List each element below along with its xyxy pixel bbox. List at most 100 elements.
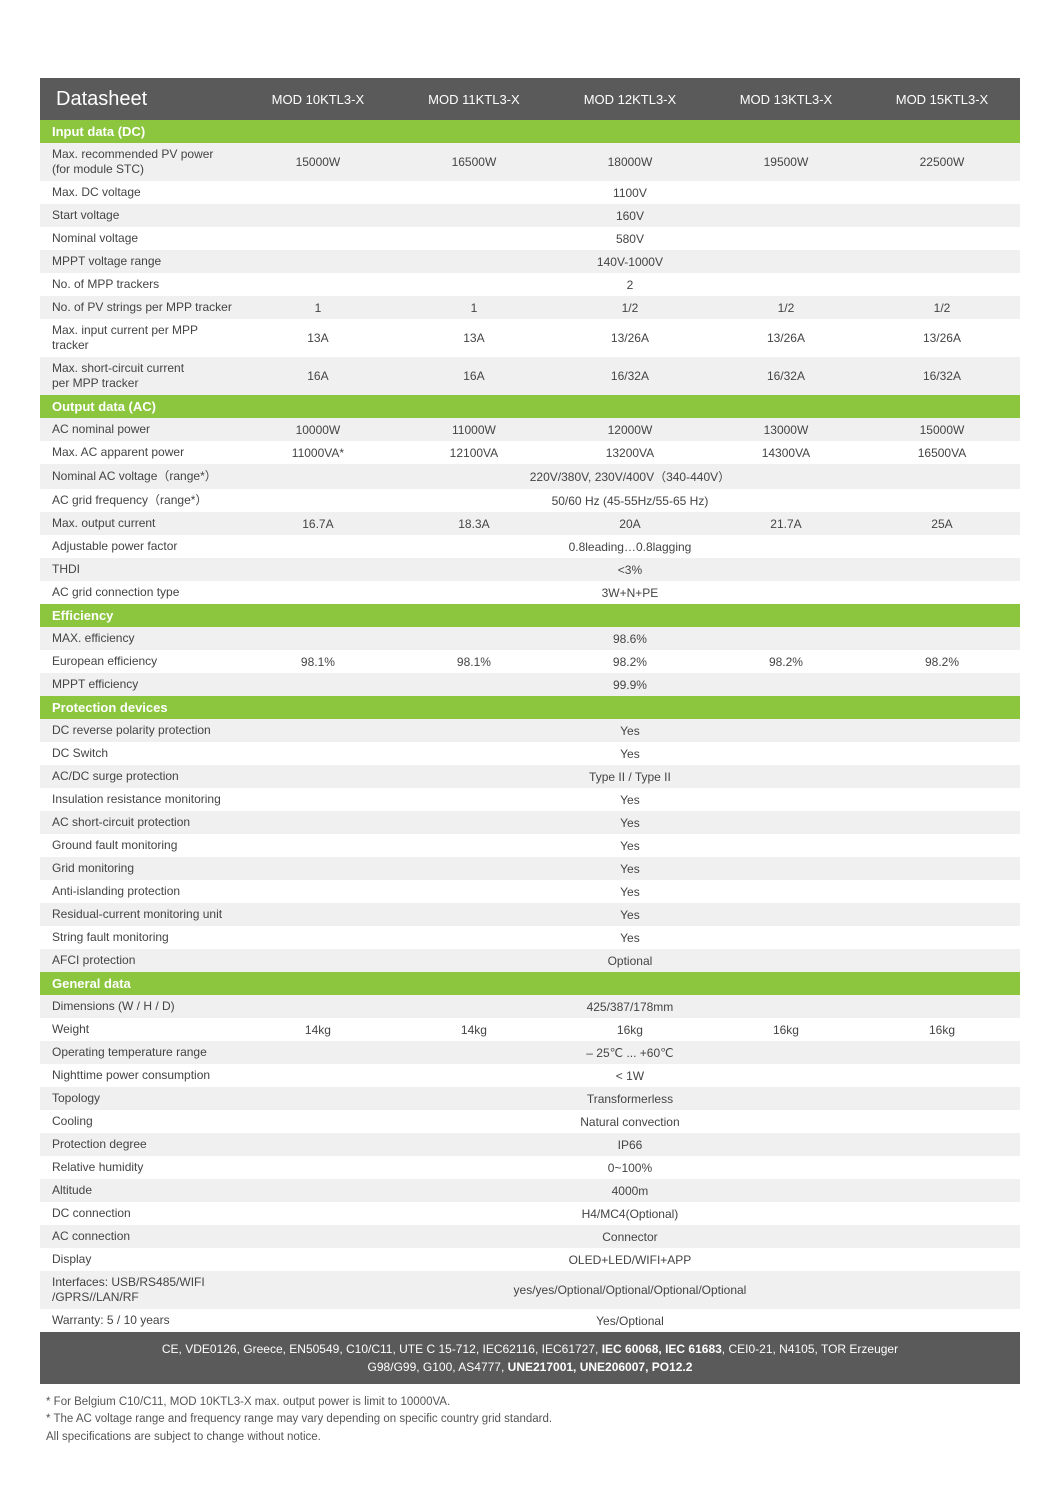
row-value-cell: 98.2% — [864, 650, 1020, 673]
section-header: Protection devices — [40, 696, 1020, 719]
row-value-span: Yes — [240, 742, 1020, 765]
section-title: Efficiency — [40, 604, 1020, 627]
row-value-cell: 13/26A — [864, 319, 1020, 357]
row-value-cell: 1 — [396, 296, 552, 319]
section-header: Efficiency — [40, 604, 1020, 627]
table-row: Protection degreeIP66 — [40, 1133, 1020, 1156]
table-row: AC short-circuit protectionYes — [40, 811, 1020, 834]
row-value-cell: 12100VA — [396, 441, 552, 464]
table-row: Nominal AC voltage（range*）220V/380V, 230… — [40, 464, 1020, 489]
row-value-span: – 25℃ ... +60℃ — [240, 1041, 1020, 1064]
row-value-span: Yes — [240, 719, 1020, 742]
row-label: MPPT efficiency — [40, 673, 240, 696]
table-row: MPPT voltage range140V-1000V — [40, 250, 1020, 273]
row-label: No. of PV strings per MPP tracker — [40, 296, 240, 319]
row-value-span: yes/yes/Optional/Optional/Optional/Optio… — [240, 1271, 1020, 1309]
table-row: DC SwitchYes — [40, 742, 1020, 765]
row-label: AC short-circuit protection — [40, 811, 240, 834]
footnote-line: * For Belgium C10/C11, MOD 10KTL3-X max.… — [46, 1394, 1020, 1411]
row-label: Relative humidity — [40, 1156, 240, 1179]
row-value-span: 0~100% — [240, 1156, 1020, 1179]
row-label: Anti-islanding protection — [40, 880, 240, 903]
row-value-cell: 16/32A — [708, 357, 864, 395]
row-value-cell: 16/32A — [552, 357, 708, 395]
row-value-cell: 18000W — [552, 143, 708, 181]
table-row: Residual-current monitoring unitYes — [40, 903, 1020, 926]
row-value-cell: 13200VA — [552, 441, 708, 464]
row-value-span: H4/MC4(Optional) — [240, 1202, 1020, 1225]
row-label: Topology — [40, 1087, 240, 1110]
section-header: Input data (DC) — [40, 120, 1020, 143]
row-value-span: Yes — [240, 903, 1020, 926]
row-value-cell: 20A — [552, 512, 708, 535]
row-label: Display — [40, 1248, 240, 1271]
row-label: European efficiency — [40, 650, 240, 673]
row-label: Altitude — [40, 1179, 240, 1202]
table-row: Operating temperature range– 25℃ ... +60… — [40, 1041, 1020, 1064]
row-label: Operating temperature range — [40, 1041, 240, 1064]
header-row: DatasheetMOD 10KTL3-XMOD 11KTL3-XMOD 12K… — [40, 78, 1020, 120]
table-row: Max. short-circuit currentper MPP tracke… — [40, 357, 1020, 395]
table-row: Warranty: 5 / 10 yearsYes/Optional — [40, 1309, 1020, 1332]
row-value-cell: 14kg — [396, 1018, 552, 1041]
row-label: Max. recommended PV power(for module STC… — [40, 143, 240, 181]
row-label: Protection degree — [40, 1133, 240, 1156]
row-label: Ground fault monitoring — [40, 834, 240, 857]
row-label: AC connection — [40, 1225, 240, 1248]
table-row: MPPT efficiency99.9% — [40, 673, 1020, 696]
row-value-cell: 16A — [396, 357, 552, 395]
footer-bold: UNE217001, UNE206007, PO12.2 — [508, 1360, 693, 1374]
row-label: Max. DC voltage — [40, 181, 240, 204]
row-value-span: Yes — [240, 880, 1020, 903]
table-row: Adjustable power factor0.8leading…0.8lag… — [40, 535, 1020, 558]
table-row: Start voltage160V — [40, 204, 1020, 227]
model-header: MOD 15KTL3-X — [864, 78, 1020, 120]
row-label: Interfaces: USB/RS485/WIFI/GPRS//LAN/RF — [40, 1271, 240, 1309]
table-row: Interfaces: USB/RS485/WIFI/GPRS//LAN/RFy… — [40, 1271, 1020, 1309]
table-row: DC connectionH4/MC4(Optional) — [40, 1202, 1020, 1225]
table-row: Grid monitoringYes — [40, 857, 1020, 880]
table-row: THDI<3% — [40, 558, 1020, 581]
table-row: No. of MPP trackers2 — [40, 273, 1020, 296]
row-label: AC grid frequency（range*） — [40, 489, 240, 512]
row-value-cell: 1 — [240, 296, 396, 319]
table-row: Max. AC apparent power11000VA*12100VA132… — [40, 441, 1020, 464]
row-value-cell: 13/26A — [708, 319, 864, 357]
row-value-cell: 16.7A — [240, 512, 396, 535]
footnote-line: All specifications are subject to change… — [46, 1429, 1020, 1446]
row-label: Nominal AC voltage（range*） — [40, 464, 240, 489]
row-value-cell: 13/26A — [552, 319, 708, 357]
row-label: Start voltage — [40, 204, 240, 227]
row-value-span: Yes/Optional — [240, 1309, 1020, 1332]
section-title: Output data (AC) — [40, 395, 1020, 418]
table-row: DC reverse polarity protectionYes — [40, 719, 1020, 742]
table-row: AFCI protectionOptional — [40, 949, 1020, 972]
table-row: Ground fault monitoringYes — [40, 834, 1020, 857]
row-value-cell: 1/2 — [864, 296, 1020, 319]
row-value-span: Type II / Type II — [240, 765, 1020, 788]
row-value-cell: 16kg — [552, 1018, 708, 1041]
row-label: Insulation resistance monitoring — [40, 788, 240, 811]
row-label: Grid monitoring — [40, 857, 240, 880]
row-value-cell: 11000W — [396, 418, 552, 441]
footnote-line: * The AC voltage range and frequency ran… — [46, 1411, 1020, 1428]
row-value-span: 1100V — [240, 181, 1020, 204]
table-row: AC grid frequency（range*）50/60 Hz (45-55… — [40, 489, 1020, 512]
row-value-span: 2 — [240, 273, 1020, 296]
row-value-cell: 1/2 — [552, 296, 708, 319]
row-label: Max. input current per MPP tracker — [40, 319, 240, 357]
row-label: Max. short-circuit currentper MPP tracke… — [40, 357, 240, 395]
row-label: Adjustable power factor — [40, 535, 240, 558]
row-value-cell: 18.3A — [396, 512, 552, 535]
row-value-span: Yes — [240, 834, 1020, 857]
table-row: Insulation resistance monitoringYes — [40, 788, 1020, 811]
row-value-cell: 12000W — [552, 418, 708, 441]
row-value-span: Transformerless — [240, 1087, 1020, 1110]
row-label: DC connection — [40, 1202, 240, 1225]
row-value-span: 3W+N+PE — [240, 581, 1020, 604]
row-value-span: Yes — [240, 788, 1020, 811]
row-value-span: 50/60 Hz (45-55Hz/55-65 Hz) — [240, 489, 1020, 512]
row-label: AC grid connection type — [40, 581, 240, 604]
row-value-cell: 15000W — [864, 418, 1020, 441]
row-value-cell: 11000VA* — [240, 441, 396, 464]
